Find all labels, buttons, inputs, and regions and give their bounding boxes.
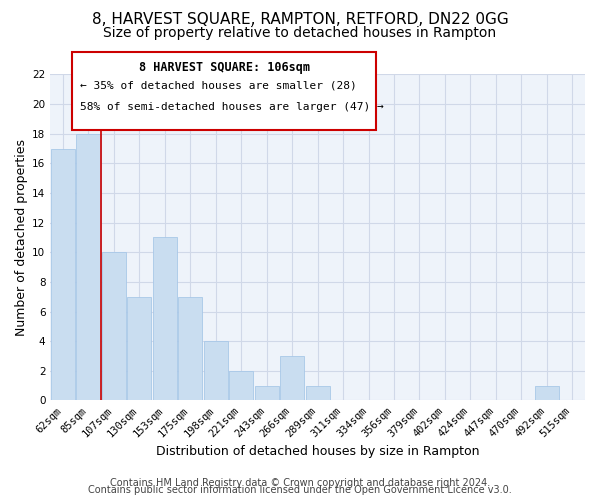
Bar — [535, 386, 559, 400]
Text: 58% of semi-detached houses are larger (47) →: 58% of semi-detached houses are larger (… — [80, 102, 383, 112]
Text: Contains public sector information licensed under the Open Government Licence v3: Contains public sector information licen… — [88, 485, 512, 495]
Bar — [76, 134, 101, 400]
Text: ← 35% of detached houses are smaller (28): ← 35% of detached houses are smaller (28… — [80, 81, 356, 91]
Bar — [203, 341, 228, 400]
X-axis label: Distribution of detached houses by size in Rampton: Distribution of detached houses by size … — [156, 444, 479, 458]
Text: Contains HM Land Registry data © Crown copyright and database right 2024.: Contains HM Land Registry data © Crown c… — [110, 478, 490, 488]
Bar — [280, 356, 304, 401]
Bar — [254, 386, 279, 400]
Text: 8, HARVEST SQUARE, RAMPTON, RETFORD, DN22 0GG: 8, HARVEST SQUARE, RAMPTON, RETFORD, DN2… — [92, 12, 508, 28]
Bar — [102, 252, 126, 400]
Y-axis label: Number of detached properties: Number of detached properties — [15, 139, 28, 336]
Bar — [305, 386, 330, 400]
Bar — [229, 371, 253, 400]
FancyBboxPatch shape — [71, 52, 376, 130]
Bar — [51, 148, 75, 400]
Bar — [178, 297, 202, 401]
Bar — [153, 238, 177, 400]
Text: 8 HARVEST SQUARE: 106sqm: 8 HARVEST SQUARE: 106sqm — [139, 62, 310, 74]
Text: Size of property relative to detached houses in Rampton: Size of property relative to detached ho… — [103, 26, 497, 40]
Bar — [127, 297, 151, 401]
